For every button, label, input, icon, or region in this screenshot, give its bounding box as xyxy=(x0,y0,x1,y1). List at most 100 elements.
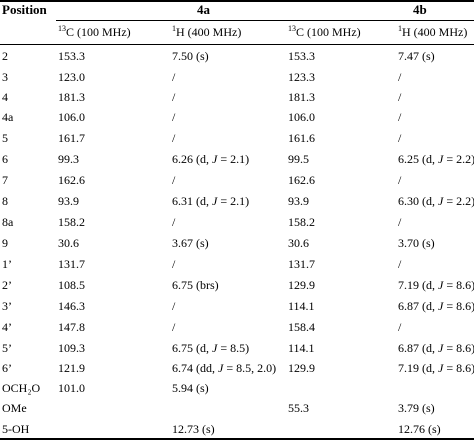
cell-4b-c13: 162.6 xyxy=(288,173,315,187)
cell-4a-h1: 6.75 (brs) xyxy=(172,278,219,292)
header-group-4a: 4a xyxy=(197,2,210,17)
cell-position: 1’ xyxy=(2,257,12,271)
bottom-rule xyxy=(0,438,474,440)
cell-4a-c13: 131.7 xyxy=(58,257,85,271)
cell-4a-h1: / xyxy=(172,110,176,124)
table-row: 6 99.3 6.26 (d, J = 2.1) 99.5 6.25 (d, J… xyxy=(0,148,474,170)
h1-label: H (400 MHz) xyxy=(402,25,468,39)
cell-position: 2’ xyxy=(2,278,12,292)
cell-4a-c13: 93.9 xyxy=(58,194,79,208)
cell-4a-c13: 106.0 xyxy=(58,110,85,124)
cell-4b-c13: 30.6 xyxy=(288,236,309,250)
cell-4a-c13: 123.0 xyxy=(58,70,85,84)
cell-4b-h1: 6.87 (d, J = 8.6) xyxy=(398,299,474,313)
cell-position: OCH₂O xyxy=(2,381,41,395)
cell-4b-h1: / xyxy=(398,70,402,84)
cell-4b-c13: 114.1 xyxy=(288,299,315,313)
table-row: 5-OH 12.73 (s) 12.76 (s) xyxy=(0,418,474,440)
cell-position: 8 xyxy=(2,194,8,208)
cell-4a-h1: 3.67 (s) xyxy=(172,236,209,250)
table-row: 5’ 109.3 6.75 (d, J = 8.5) 114.1 6.87 (d… xyxy=(0,337,474,359)
cell-position: 6’ xyxy=(2,361,12,375)
cell-4b-c13: 161.6 xyxy=(288,131,315,145)
table-row: 5 161.7 / 161.6 / xyxy=(0,127,474,149)
header-group-rule xyxy=(56,20,474,21)
top-rule xyxy=(0,0,474,2)
cell-4b-h1: / xyxy=(398,215,402,229)
cell-position: 9 xyxy=(2,236,8,250)
cell-4a-c13: 99.3 xyxy=(58,152,79,166)
table-row: 2 153.3 7.50 (s) 153.3 7.47 (s) xyxy=(0,45,474,67)
cell-4a-h1: 7.50 (s) xyxy=(172,49,209,63)
table-row: OCH₂O 101.0 5.94 (s) xyxy=(0,377,474,399)
cell-4b-c13: 158.2 xyxy=(288,215,315,229)
header-position: Position xyxy=(2,2,47,17)
cell-position: 5-OH xyxy=(2,422,30,436)
cell-position: 4a xyxy=(2,110,14,124)
table-row: 4’ 147.8 / 158.4 / xyxy=(0,316,474,338)
header-4b-h1: 1H (400 MHz) xyxy=(398,24,468,40)
cell-4b-h1: 3.70 (s) xyxy=(398,236,435,250)
cell-4b-c13: 153.3 xyxy=(288,49,315,63)
header-rule xyxy=(0,44,474,45)
header-4a-h1: 1H (400 MHz) xyxy=(172,24,242,40)
cell-4b-h1: / xyxy=(398,110,402,124)
cell-4b-h1: 6.87 (d, J = 8.6) xyxy=(398,341,474,355)
cell-4b-h1: / xyxy=(398,173,402,187)
cell-position: 3 xyxy=(2,70,8,84)
table-row: 4 181.3 / 181.3 / xyxy=(0,86,474,108)
cell-4b-c13: 181.3 xyxy=(288,90,315,104)
c13-superscript: 13 xyxy=(288,24,296,33)
table-row: 3 123.0 / 123.3 / xyxy=(0,66,474,88)
cell-4b-h1: 6.30 (d, J = 2.2) xyxy=(398,194,474,208)
cell-4a-h1: / xyxy=(172,131,176,145)
cell-4b-c13: 123.3 xyxy=(288,70,315,84)
cell-position: 8a xyxy=(2,215,14,229)
cell-4b-c13: 106.0 xyxy=(288,110,315,124)
cell-4b-c13: 55.3 xyxy=(288,401,309,415)
cell-4a-h1: 6.75 (d, J = 8.5) xyxy=(172,341,250,355)
cell-position: 3’ xyxy=(2,299,12,313)
cell-4a-c13: 121.9 xyxy=(58,361,85,375)
cell-4b-c13: 129.9 xyxy=(288,361,315,375)
table-row: 1’ 131.7 / 131.7 / xyxy=(0,253,474,275)
cell-4b-h1: 6.25 (d, J = 2.2) xyxy=(398,152,474,166)
c13-label: C (100 MHz) xyxy=(296,25,361,39)
header-4a-c13: 13C (100 MHz) xyxy=(58,24,131,40)
cell-position: OMe xyxy=(2,401,27,415)
cell-position: 4 xyxy=(2,90,8,104)
cell-4b-c13: 131.7 xyxy=(288,257,315,271)
cell-position: 6 xyxy=(2,152,8,166)
cell-4b-c13: 99.5 xyxy=(288,152,309,166)
header-4b-c13: 13C (100 MHz) xyxy=(288,24,361,40)
cell-4b-h1: / xyxy=(398,131,402,145)
c13-superscript: 13 xyxy=(58,24,66,33)
cell-4a-h1: / xyxy=(172,215,176,229)
cell-4b-c13: 129.9 xyxy=(288,278,315,292)
cell-4a-c13: 108.5 xyxy=(58,278,85,292)
cell-4b-c13: 114.1 xyxy=(288,341,315,355)
cell-position: 2 xyxy=(2,49,8,63)
cell-4a-h1: 6.31 (d, J = 2.1) xyxy=(172,194,250,208)
table-row: 7 162.6 / 162.6 / xyxy=(0,169,474,191)
table-row: 9 30.6 3.67 (s) 30.6 3.70 (s) xyxy=(0,232,474,254)
h1-label: H (400 MHz) xyxy=(176,25,242,39)
cell-4b-h1: 7.19 (d, J = 8.6) xyxy=(398,361,474,375)
cell-4a-c13: 162.6 xyxy=(58,173,85,187)
cell-4b-h1: 7.47 (s) xyxy=(398,49,435,63)
cell-4b-c13: 158.4 xyxy=(288,320,315,334)
cell-4a-h1: 12.73 (s) xyxy=(172,422,215,436)
cell-4b-h1: / xyxy=(398,320,402,334)
header-group-4b: 4b xyxy=(413,2,427,17)
h1-superscript: 1 xyxy=(398,24,402,33)
table-row: 8 93.9 6.31 (d, J = 2.1) 93.9 6.30 (d, J… xyxy=(0,190,474,212)
cell-4a-h1: / xyxy=(172,90,176,104)
cell-4a-h1: / xyxy=(172,70,176,84)
cell-4a-h1: / xyxy=(172,173,176,187)
table-row: 3’ 146.3 / 114.1 6.87 (d, J = 8.6) xyxy=(0,295,474,317)
cell-4a-h1: / xyxy=(172,320,176,334)
h1-superscript: 1 xyxy=(172,24,176,33)
cell-4b-h1: / xyxy=(398,257,402,271)
cell-4a-c13: 147.8 xyxy=(58,320,85,334)
